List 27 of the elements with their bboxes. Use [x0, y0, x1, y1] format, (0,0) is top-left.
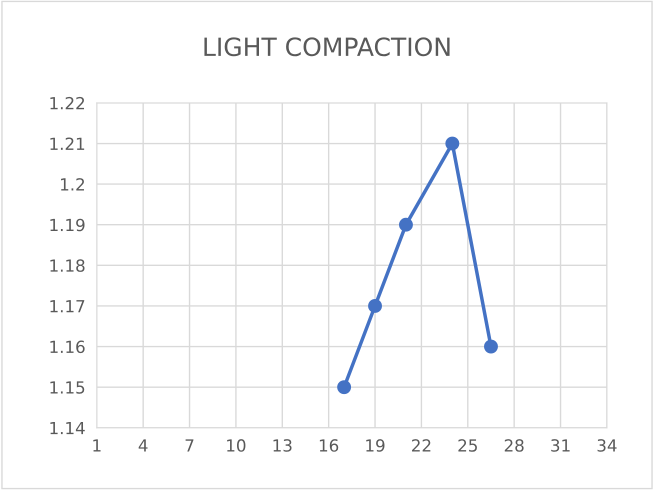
y-tick-label: 1.15: [50, 381, 84, 394]
x-tick-label: 19: [366, 439, 384, 452]
x-tick-label: 22: [412, 439, 430, 452]
x-tick-label: 28: [504, 439, 524, 452]
chart-title: LIGHT COMPACTION: [204, 37, 450, 56]
y-tick-label: 1.18: [50, 259, 85, 272]
point: [337, 380, 352, 394]
point: [399, 218, 413, 232]
x-tick-label: 10: [227, 439, 246, 452]
point: [368, 299, 382, 313]
y-tick-label: 1.21: [50, 137, 84, 150]
x-tick-label: 1: [93, 439, 101, 452]
y-tick-label: 1.14: [50, 422, 85, 434]
point: [445, 136, 460, 150]
y-tick-label: 1.19: [50, 218, 85, 232]
y-tick-label: 1.16: [50, 340, 85, 354]
y-tick-label: 1.2: [61, 178, 84, 190]
x-tick-label: 7: [186, 439, 194, 452]
x-tick-label: 13: [274, 439, 292, 452]
x-tick-label: 34: [598, 439, 617, 452]
x-tick-label: 25: [458, 439, 477, 452]
x-tick-label: 31: [551, 439, 570, 452]
x-tick-label: 16: [320, 439, 338, 452]
y-tick-label: 1.17: [50, 300, 84, 312]
y-tick-label: 1.22: [50, 96, 84, 110]
point: [484, 340, 498, 354]
x-tick-label: 4: [138, 439, 148, 452]
